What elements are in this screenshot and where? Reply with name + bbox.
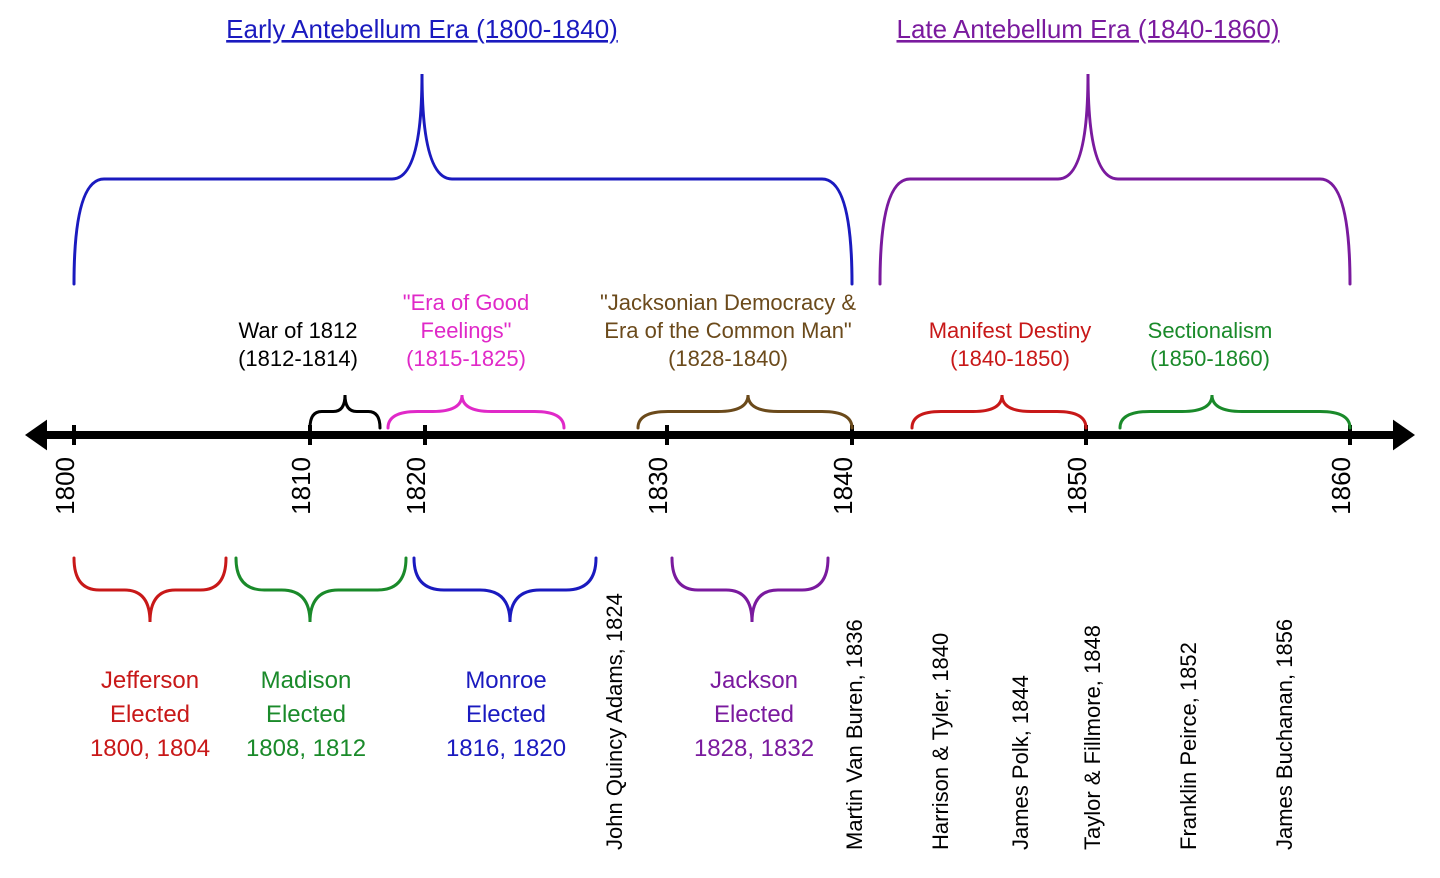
- sub-era-label: Sectionalism: [1148, 318, 1273, 343]
- year-tick-label: 1840: [828, 457, 858, 515]
- axis-arrow-right: [1393, 420, 1415, 451]
- sub-era-brace: [912, 395, 1086, 428]
- president-label: Jefferson: [101, 667, 199, 694]
- president-label: 1816, 1820: [446, 735, 566, 762]
- sub-era-brace: [388, 395, 564, 428]
- president-label: 1828, 1832: [694, 735, 814, 762]
- president-label: 1808, 1812: [246, 735, 366, 762]
- sub-era-label: "Era of Good: [403, 290, 529, 315]
- president-label: Elected: [266, 701, 346, 728]
- sub-era-brace: [638, 395, 852, 428]
- president-brace: [236, 558, 406, 622]
- sub-era-label: (1850-1860): [1150, 346, 1270, 371]
- president-label: Elected: [714, 701, 794, 728]
- sub-era-label: Feelings": [421, 318, 512, 343]
- president-label: Madison: [261, 667, 352, 694]
- president-vertical-label: John Quincy Adams, 1824: [602, 593, 627, 850]
- president-vertical-label: Martin Van Buren, 1836: [842, 619, 867, 850]
- sub-era-label: War of 1812: [238, 318, 357, 343]
- timeline-diagram: 1800 1810 1820 1830 1840 1850 1860 Early Antebe…: [0, 0, 1440, 878]
- year-tick-label: 1860: [1326, 457, 1356, 515]
- sub-era-label: (1840-1850): [950, 346, 1070, 371]
- axis-arrow-left: [25, 420, 47, 451]
- president-vertical-label: Harrison & Tyler, 1840: [928, 633, 953, 850]
- sub-era-label: (1828-1840): [668, 346, 788, 371]
- sub-era-label: Era of the Common Man": [604, 318, 851, 343]
- sub-era-label: (1812-1814): [238, 346, 358, 371]
- president-label: 1800, 1804: [90, 735, 210, 762]
- president-vertical-label: James Polk, 1844: [1008, 675, 1033, 850]
- era-title: Late Antebellum Era (1840-1860): [896, 14, 1279, 44]
- president-brace: [672, 558, 828, 622]
- president-brace: [74, 558, 226, 622]
- president-label: Monroe: [465, 667, 546, 694]
- year-tick-label: 1810: [286, 457, 316, 515]
- era-brace: [74, 74, 852, 284]
- year-tick-label: 1820: [401, 457, 431, 515]
- president-vertical-label: Taylor & Fillmore, 1848: [1080, 625, 1105, 850]
- president-vertical-label: Franklin Peirce, 1852: [1176, 642, 1201, 850]
- president-label: Elected: [466, 701, 546, 728]
- year-tick-label: 1800: [50, 457, 80, 515]
- sub-era-brace: [1120, 395, 1350, 428]
- president-label: Elected: [110, 701, 190, 728]
- president-brace: [414, 558, 596, 622]
- president-label: Jackson: [710, 667, 798, 694]
- year-tick-label: 1830: [643, 457, 673, 515]
- era-brace: [880, 74, 1350, 284]
- era-title: Early Antebellum Era (1800-1840): [226, 14, 618, 44]
- president-vertical-label: James Buchanan, 1856: [1272, 619, 1297, 850]
- year-tick-label: 1850: [1062, 457, 1092, 515]
- sub-era-brace: [310, 395, 380, 428]
- sub-era-label: "Jacksonian Democracy &: [600, 290, 856, 315]
- sub-era-label: (1815-1825): [406, 346, 526, 371]
- sub-era-label: Manifest Destiny: [929, 318, 1092, 343]
